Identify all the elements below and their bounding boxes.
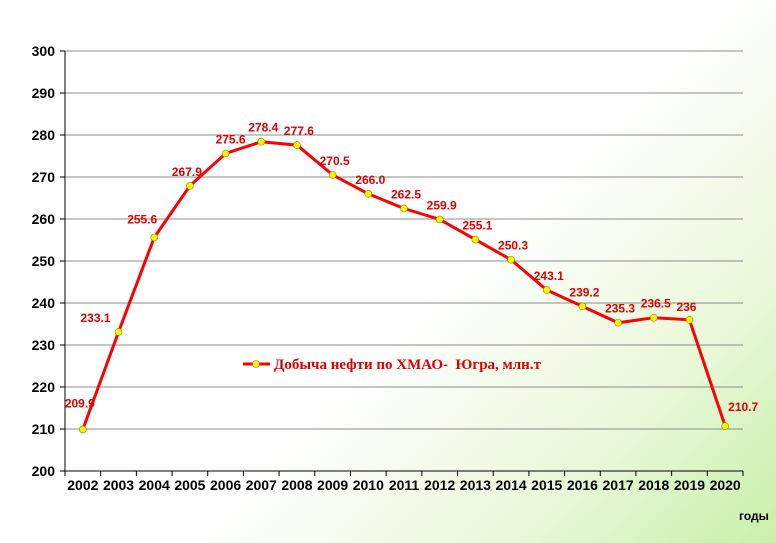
x-tick-label: 2004 <box>139 477 170 493</box>
x-axis-title: годы <box>739 509 769 523</box>
data-point <box>328 171 337 179</box>
data-label: 255.1 <box>462 219 492 233</box>
data-label: 278.4 <box>248 121 278 135</box>
data-label: 235.3 <box>605 302 635 316</box>
x-tick-label: 2006 <box>210 477 241 493</box>
x-tick-label: 2012 <box>424 477 455 493</box>
data-label: 275.6 <box>216 132 246 146</box>
x-tick-label: 2002 <box>67 477 98 493</box>
x-tick-label: 2005 <box>174 477 205 493</box>
x-tick-label: 2008 <box>281 477 312 493</box>
x-axis-tick-labels: 2002 2003 2004 2005 2006 2007 2008 2009 2010 2011… <box>67 477 741 493</box>
data-point <box>435 215 444 224</box>
data-label: 236 <box>676 300 696 314</box>
y-tick-label: 240 <box>32 295 56 311</box>
x-tick-label: 2009 <box>317 477 348 493</box>
x-tick-label: 2015 <box>531 477 562 493</box>
data-label: 250.3 <box>498 239 528 253</box>
y-axis-tick-labels: 200 210 220 230 240 250 260 270 280 290 300 <box>32 43 56 479</box>
legend-marker-swatch <box>252 360 260 368</box>
y-tick-label: 220 <box>32 379 56 395</box>
data-label: 243.1 <box>534 269 564 283</box>
x-tick-label: 2017 <box>603 477 634 493</box>
series-layer <box>79 137 729 434</box>
y-tick-label: 250 <box>32 253 56 269</box>
x-tick-label: 2016 <box>567 477 598 493</box>
data-label: 259.9 <box>427 198 457 212</box>
data-point <box>614 318 622 327</box>
data-label: 262.5 <box>391 188 421 202</box>
data-point <box>578 302 587 311</box>
data-label: 236.5 <box>641 297 671 311</box>
x-tick-label: 2003 <box>103 477 134 493</box>
y-tick-label: 230 <box>32 337 56 353</box>
data-point <box>114 328 123 336</box>
x-tick-label: 2007 <box>246 477 277 493</box>
x-tick-label: 2010 <box>353 477 384 493</box>
data-point <box>257 137 266 146</box>
x-tick-label: 2019 <box>674 477 705 493</box>
data-point <box>685 315 694 324</box>
data-point <box>293 141 301 149</box>
data-point <box>721 422 729 430</box>
data-label: 233.1 <box>81 311 111 325</box>
data-label: 239.2 <box>569 285 599 299</box>
y-tick-label: 200 <box>32 463 56 479</box>
x-tick-label: 2014 <box>495 477 526 493</box>
data-point <box>649 313 658 322</box>
legend-label: Добыча нефти по ХМАО- Югра, млн.т <box>274 357 542 373</box>
data-point <box>400 204 408 213</box>
x-tick-label: 2018 <box>638 477 669 493</box>
data-label: 270.5 <box>320 154 350 168</box>
x-tick-label: 2013 <box>460 477 491 493</box>
data-label: 209.9 <box>65 396 95 410</box>
gridlines <box>60 50 743 472</box>
data-point <box>542 286 551 294</box>
y-tick-label: 290 <box>32 85 56 101</box>
data-label: 267.9 <box>172 165 202 179</box>
data-label: 255.6 <box>127 212 157 226</box>
data-point <box>471 235 480 244</box>
data-point <box>186 182 194 190</box>
y-tick-label: 300 <box>32 43 56 59</box>
data-label: 210.7 <box>728 400 758 414</box>
axes <box>64 51 744 476</box>
data-label: 266.0 <box>355 173 385 187</box>
data-point <box>79 425 87 434</box>
x-tick-label: 2011 <box>389 477 420 493</box>
data-point <box>507 255 515 264</box>
y-tick-label: 270 <box>32 169 56 185</box>
y-tick-label: 260 <box>32 211 56 227</box>
series-line <box>81 140 727 430</box>
y-tick-label: 280 <box>32 127 56 143</box>
data-label: 277.6 <box>284 124 314 138</box>
y-tick-label: 210 <box>32 421 56 437</box>
data-point <box>364 190 373 198</box>
data-point <box>150 233 159 242</box>
legend: Добыча нефти по ХМАО- Югра, млн.т <box>243 357 542 373</box>
x-tick-label: 2020 <box>710 477 741 493</box>
data-point <box>221 149 230 158</box>
